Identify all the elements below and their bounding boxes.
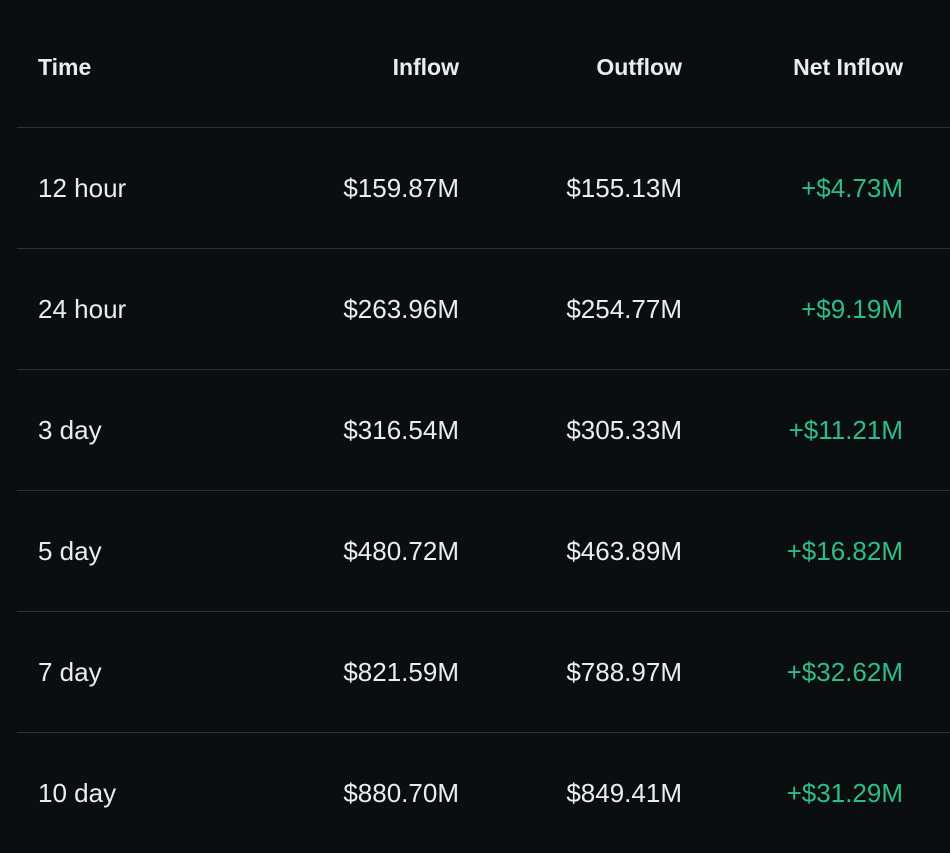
inflow-cell: $316.54M [343, 414, 459, 445]
outflow-cell: $788.97M [566, 656, 682, 687]
header-inflow: Inflow [392, 54, 459, 80]
time-cell: 24 hour [38, 293, 127, 324]
outflow-cell: $849.41M [566, 777, 682, 808]
time-cell: 12 hour [38, 172, 127, 203]
outflow-cell: $155.13M [566, 172, 682, 203]
flow-table: Time Inflow Outflow Net Inflow 12 hour $… [17, 0, 950, 853]
inflow-cell: $480.72M [343, 535, 459, 566]
table-row: 10 day $880.70M $849.41M +$31.29M [17, 733, 950, 853]
net-inflow-cell: +$32.62M [786, 656, 903, 687]
table-row: 3 day $316.54M $305.33M +$11.21M [17, 370, 950, 491]
header-time: Time [38, 54, 92, 80]
table-header: Time Inflow Outflow Net Inflow [17, 0, 950, 128]
outflow-cell: $254.77M [566, 293, 682, 324]
table-row: 24 hour $263.96M $254.77M +$9.19M [17, 249, 950, 370]
inflow-cell: $159.87M [343, 172, 459, 203]
net-inflow-cell: +$4.73M [801, 172, 903, 203]
net-inflow-cell: +$31.29M [786, 777, 903, 808]
time-cell: 7 day [38, 656, 102, 687]
inflow-cell: $821.59M [343, 656, 459, 687]
inflow-cell: $880.70M [343, 777, 459, 808]
outflow-cell: $305.33M [566, 414, 682, 445]
time-cell: 10 day [38, 777, 117, 808]
net-inflow-cell: +$9.19M [801, 293, 903, 324]
header-outflow: Outflow [596, 54, 682, 80]
outflow-cell: $463.89M [566, 535, 682, 566]
net-inflow-cell: +$11.21M [788, 414, 903, 445]
time-cell: 5 day [38, 535, 102, 566]
time-cell: 3 day [38, 414, 102, 445]
table-row: 12 hour $159.87M $155.13M +$4.73M [17, 128, 950, 249]
net-inflow-cell: +$16.82M [786, 535, 903, 566]
header-net-inflow: Net Inflow [793, 54, 903, 80]
inflow-cell: $263.96M [343, 293, 459, 324]
table-row: 7 day $821.59M $788.97M +$32.62M [17, 612, 950, 733]
table-row: 5 day $480.72M $463.89M +$16.82M [17, 491, 950, 612]
